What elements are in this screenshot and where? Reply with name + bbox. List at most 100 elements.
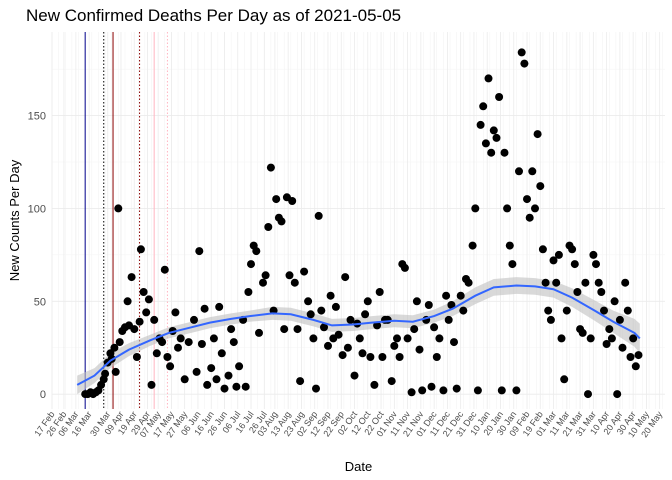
data-point: [290, 278, 299, 287]
data-point: [132, 353, 141, 361]
data-point: [554, 250, 563, 259]
data-point: [320, 323, 328, 332]
data-point: [613, 390, 622, 399]
data-point: [346, 315, 355, 324]
data-point: [261, 271, 270, 280]
data-point: [602, 340, 611, 348]
grid-minor: [51, 32, 663, 409]
data-point: [350, 371, 359, 380]
data-point: [341, 273, 350, 282]
data-point: [235, 362, 244, 371]
data-point: [166, 362, 175, 371]
data-point: [224, 371, 233, 380]
data-point: [464, 278, 473, 287]
data-point: [252, 247, 261, 256]
data-point: [326, 291, 335, 300]
data-point: [541, 278, 550, 287]
data-point: [217, 349, 226, 358]
data-point: [144, 295, 153, 304]
data-point: [594, 278, 603, 287]
data-point: [390, 341, 399, 350]
data-point: [280, 325, 289, 334]
data-point: [508, 260, 517, 269]
data-point: [505, 241, 514, 250]
data-point: [378, 353, 387, 361]
y-axis-title: New Counts Per Day: [7, 159, 22, 281]
chart-title: New Confirmed Deaths Per Day as of 2021-…: [26, 6, 402, 25]
data-point: [373, 321, 382, 330]
data-point: [489, 126, 498, 135]
data-point: [487, 148, 496, 157]
data-point: [544, 306, 553, 315]
data-point: [174, 343, 182, 352]
data-point: [361, 310, 370, 319]
data-point: [309, 334, 318, 343]
data-point: [581, 278, 590, 287]
data-point: [317, 306, 326, 315]
data-point: [255, 328, 263, 337]
data-point: [306, 310, 315, 319]
data-point: [626, 353, 635, 361]
data-point: [444, 315, 453, 324]
grid-major: [51, 32, 665, 409]
data-point: [618, 343, 627, 352]
data-point: [355, 334, 364, 343]
data-point: [536, 182, 545, 191]
data-point: [171, 308, 180, 317]
data-point: [259, 278, 267, 287]
data-point: [597, 288, 606, 296]
data-point: [272, 195, 281, 204]
data-point: [517, 48, 526, 57]
data-point: [136, 245, 145, 254]
data-point: [629, 334, 638, 343]
data-point: [631, 362, 640, 371]
data-point: [277, 217, 286, 226]
data-point: [481, 139, 490, 148]
y-tick-label: 100: [28, 203, 46, 215]
data-point: [452, 384, 461, 393]
y-tick-label: 50: [34, 296, 46, 308]
y-tick-label: 0: [40, 389, 46, 401]
data-point: [314, 211, 323, 220]
data-point: [500, 148, 509, 157]
data-point: [479, 102, 488, 111]
data-point: [439, 386, 448, 395]
data-point: [195, 247, 204, 256]
data-point: [393, 334, 401, 343]
data-point: [410, 325, 419, 334]
data-point: [184, 338, 193, 347]
data-point: [533, 130, 542, 139]
data-point: [232, 382, 241, 391]
data-point: [150, 315, 159, 324]
data-point: [395, 353, 404, 361]
data-point: [634, 351, 643, 360]
data-point: [227, 325, 236, 334]
data-point: [358, 349, 367, 358]
data-point: [615, 315, 624, 324]
data-point: [610, 297, 619, 306]
data-point: [557, 334, 566, 343]
data-point: [424, 301, 433, 309]
data-point: [343, 343, 352, 352]
data-point: [586, 334, 595, 343]
data-point: [300, 267, 309, 276]
data-point: [200, 304, 209, 313]
data-point: [456, 291, 465, 300]
data-point: [160, 265, 169, 274]
data-point: [560, 375, 569, 384]
data-point: [570, 260, 579, 269]
points-group: [81, 48, 643, 399]
data-point: [531, 204, 539, 213]
data-point: [288, 197, 297, 205]
data-point: [139, 288, 148, 296]
y-tick-label: 150: [28, 111, 46, 123]
data-point: [285, 271, 294, 280]
data-point: [331, 302, 340, 311]
data-point: [247, 260, 255, 269]
data-point: [220, 384, 229, 393]
data-point: [589, 250, 598, 259]
data-point: [512, 386, 521, 395]
data-point: [497, 386, 506, 395]
data-point: [459, 306, 468, 315]
